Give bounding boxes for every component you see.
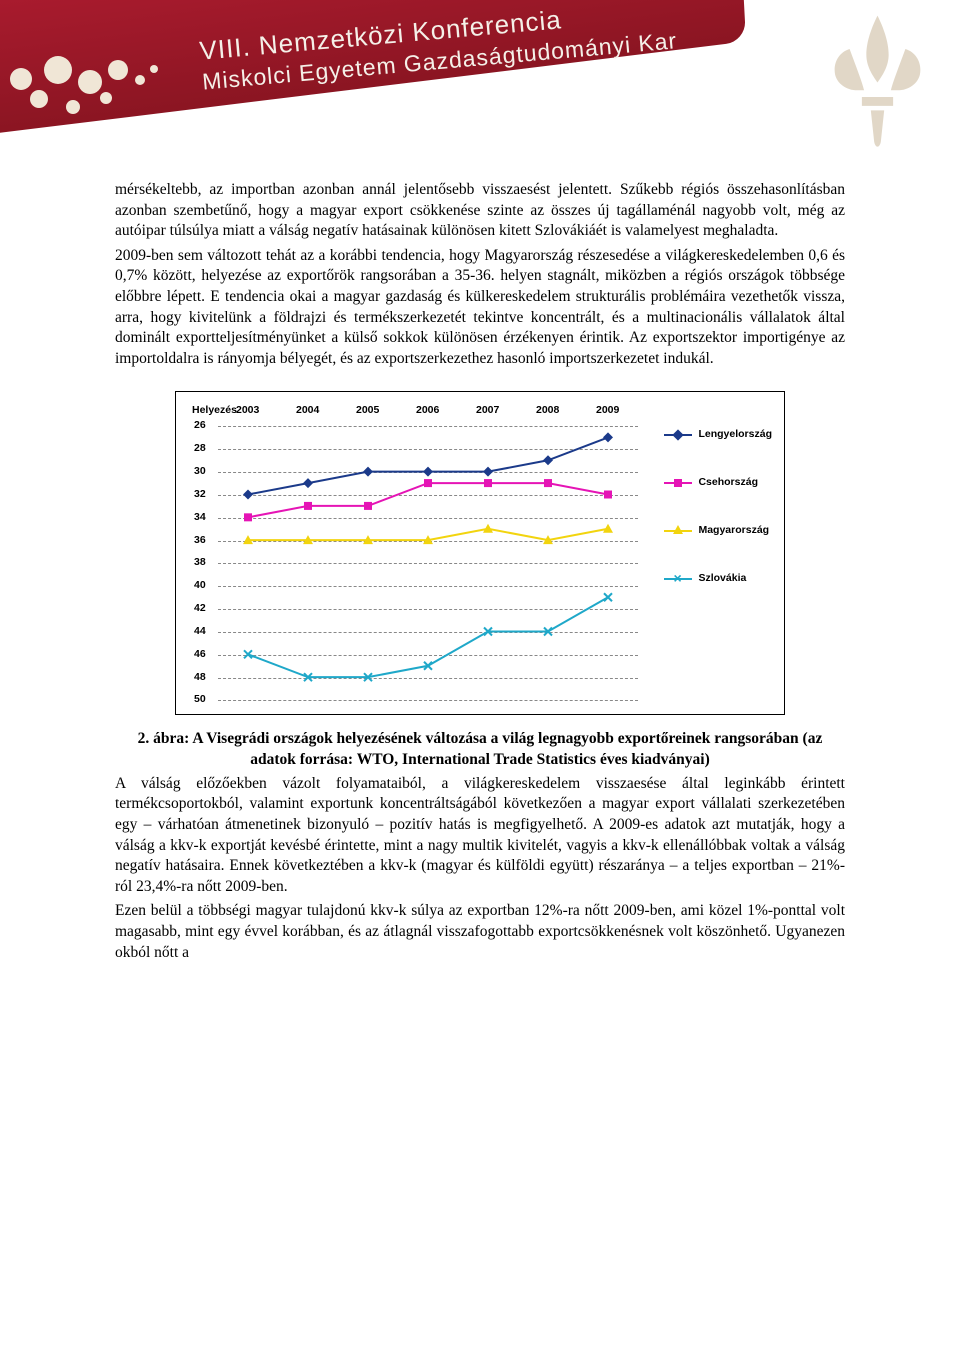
chart-plot-area: Helyezés 2003200420052006200720082009262…	[218, 410, 638, 700]
chart-ytick: 28	[194, 442, 206, 456]
paragraph-3: A válság előzőekben vázolt folyamataiból…	[115, 774, 845, 898]
chart-caption: 2. ábra: A Visegrádi országok helyezésén…	[115, 729, 845, 769]
chart-ytick: 30	[194, 465, 206, 479]
chart-ytick: 44	[194, 625, 206, 639]
chart-series-line	[248, 484, 608, 518]
legend-item: Csehország	[664, 476, 772, 490]
legend-label: Szlovákia	[698, 572, 746, 586]
chart-ytick: 42	[194, 602, 206, 616]
paragraph-4: Ezen belül a többségi magyar tulajdonú k…	[115, 901, 845, 963]
paragraph-2: 2009-ben sem változott tehát az a korább…	[115, 246, 845, 370]
legend-item: ×Szlovákia	[664, 572, 772, 586]
chart-ytick: 48	[194, 671, 206, 685]
fleur-de-lis-icon	[820, 10, 935, 155]
chart-ytick: 50	[194, 694, 206, 708]
legend-item: Lengyelország	[664, 428, 772, 442]
paragraph-1: mérsékeltebb, az importban azonban annál…	[115, 180, 845, 242]
legend-label: Magyarország	[698, 524, 769, 538]
header-banner: VIII. Nemzetközi Konferencia Miskolci Eg…	[0, 0, 960, 170]
chart-legend: Lengyelország Csehország Magyarország ×Szlo…	[664, 428, 772, 620]
chart-ytick: 32	[194, 488, 206, 502]
legend-label: Csehország	[698, 476, 758, 490]
ranking-chart: Helyezés 2003200420052006200720082009262…	[175, 391, 785, 715]
chart-ytick: 26	[194, 420, 206, 434]
legend-item: Magyarország	[664, 524, 772, 538]
document-body: mérsékeltebb, az importban azonban annál…	[0, 170, 960, 1007]
chart-ytick: 46	[194, 648, 206, 662]
legend-label: Lengyelország	[698, 428, 772, 442]
chart-ytick: 40	[194, 579, 206, 593]
chart-svg	[218, 410, 638, 706]
banner-dots	[0, 20, 180, 120]
chart-ytick: 34	[194, 511, 206, 525]
chart-ytick: 38	[194, 557, 206, 571]
chart-ytick: 36	[194, 534, 206, 548]
